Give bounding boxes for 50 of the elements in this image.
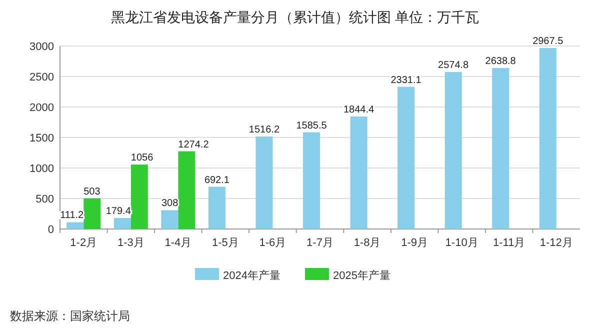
y-tick-label: 2500 xyxy=(30,72,54,84)
data-label: 503 xyxy=(84,186,101,198)
bar xyxy=(161,210,178,229)
y-tick-label: 500 xyxy=(36,194,54,206)
x-tick-label: 1-10月 xyxy=(445,237,478,249)
y-tick-label: 1500 xyxy=(30,132,54,144)
bar xyxy=(492,68,510,229)
data-label: 1516.2 xyxy=(248,124,280,136)
y-tick-label: 2000 xyxy=(30,102,54,114)
x-tick-label: 1-8月 xyxy=(354,237,381,249)
data-label: 179.4 xyxy=(106,206,132,218)
bar xyxy=(539,48,556,229)
x-tick-label: 1-12月 xyxy=(540,237,573,249)
x-tick-label: 1-9月 xyxy=(401,237,428,249)
data-label: 692.1 xyxy=(204,174,230,186)
legend-label: 2025年产量 xyxy=(333,269,390,282)
bar xyxy=(398,86,415,229)
x-tick-label: 1-3月 xyxy=(117,237,144,249)
bar xyxy=(66,222,84,229)
y-tick-label: 3000 xyxy=(30,41,54,53)
source-note: 数据来源：国家统计局 xyxy=(10,309,130,323)
bar xyxy=(114,218,131,229)
data-label: 1274.2 xyxy=(178,139,210,150)
x-tick-label: 1-7月 xyxy=(306,237,334,249)
legend-label: 2024年产量 xyxy=(223,269,280,282)
data-label: 1844.4 xyxy=(343,104,374,116)
y-tick-label: 1000 xyxy=(30,163,54,175)
x-tick-label: 1-5月 xyxy=(212,237,239,249)
data-label: 1056 xyxy=(130,152,154,164)
data-label: 2331.1 xyxy=(390,74,422,86)
y-tick-label: 0 xyxy=(48,224,54,236)
bar xyxy=(84,198,101,229)
bar xyxy=(350,116,368,229)
x-tick-label: 1-2月 xyxy=(70,237,98,249)
x-tick-label: 1-4月 xyxy=(164,237,192,249)
data-label: 1585.5 xyxy=(296,120,328,132)
x-tick-label: 1-11月 xyxy=(492,237,526,249)
bar xyxy=(256,136,273,229)
bar xyxy=(130,164,148,229)
data-label: 2638.8 xyxy=(485,56,516,68)
chart-title: 黑龙江省发电设备产量分月（累计值）统计图 单位：万千瓦 xyxy=(111,9,479,25)
bar xyxy=(208,186,226,229)
data-label: 308 xyxy=(161,198,179,210)
bar xyxy=(303,132,320,229)
data-label: 2967.5 xyxy=(532,36,564,47)
x-tick-label: 1-6月 xyxy=(259,237,286,249)
data-label: 2574.8 xyxy=(438,60,470,71)
bar xyxy=(178,151,196,229)
data-label: 111.2 xyxy=(60,210,84,222)
bar xyxy=(444,72,462,229)
